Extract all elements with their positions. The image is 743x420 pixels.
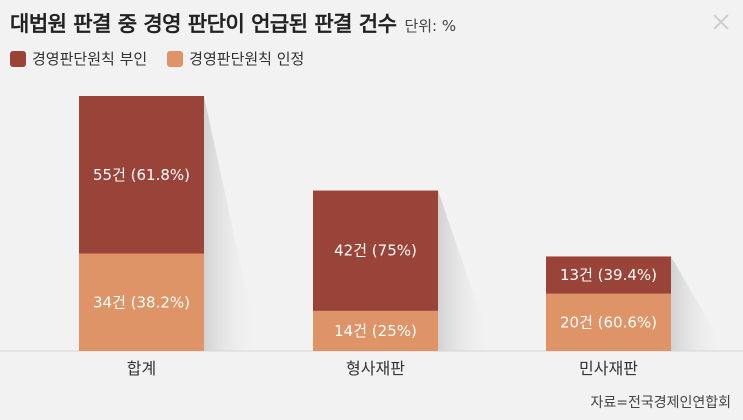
unit-label: 단위: % — [404, 17, 457, 35]
legend-item-denied: 경영판단원칙 부인 — [10, 48, 147, 69]
bar-label-recognized: 14건 (25%) — [334, 322, 417, 340]
bar-shadow — [438, 190, 493, 351]
chart-title: 대법원 판결 중 경영 판단이 언급된 판결 건수 — [10, 12, 397, 36]
bar-label-denied: 13건 (39.4%) — [560, 266, 657, 284]
bar-label-recognized: 34건 (38.2%) — [93, 293, 190, 311]
bar-segment-recognized — [79, 253, 204, 351]
legend-swatch-recognized — [167, 50, 184, 67]
source-note: 자료=전국경제인연합회 — [590, 395, 731, 411]
category-label: 합계 — [127, 359, 156, 378]
category-label: 민사재판 — [579, 359, 638, 378]
legend-swatch-denied — [10, 50, 26, 67]
category-label: 형사재판 — [346, 359, 405, 378]
legend-label-denied: 경영판단원칙 부인 — [32, 50, 148, 68]
bar-shadow — [671, 256, 726, 351]
bar-shadow — [204, 96, 259, 351]
bar-segment-denied — [313, 190, 438, 311]
bar-label-recognized: 20건 (60.6%) — [560, 313, 657, 331]
bar-segment-recognized — [313, 310, 438, 351]
bar-segment-recognized — [546, 293, 671, 351]
legend: 경영판단원칙 부인 경영판단원칙 인정 — [10, 48, 324, 69]
bar-label-denied: 42건 (75%) — [334, 242, 417, 260]
close-button[interactable] — [709, 10, 733, 34]
legend-label-recognized: 경영판단원칙 인정 — [189, 50, 305, 68]
bar-label-denied: 55건 (61.8%) — [93, 166, 190, 184]
bar-segment-denied — [79, 96, 204, 254]
legend-item-recognized: 경영판단원칙 인정 — [167, 48, 304, 69]
close-icon — [713, 14, 729, 30]
bar-segment-denied — [546, 256, 671, 294]
title-row: 대법원 판결 중 경영 판단이 언급된 판결 건수 단위: % — [10, 8, 456, 42]
